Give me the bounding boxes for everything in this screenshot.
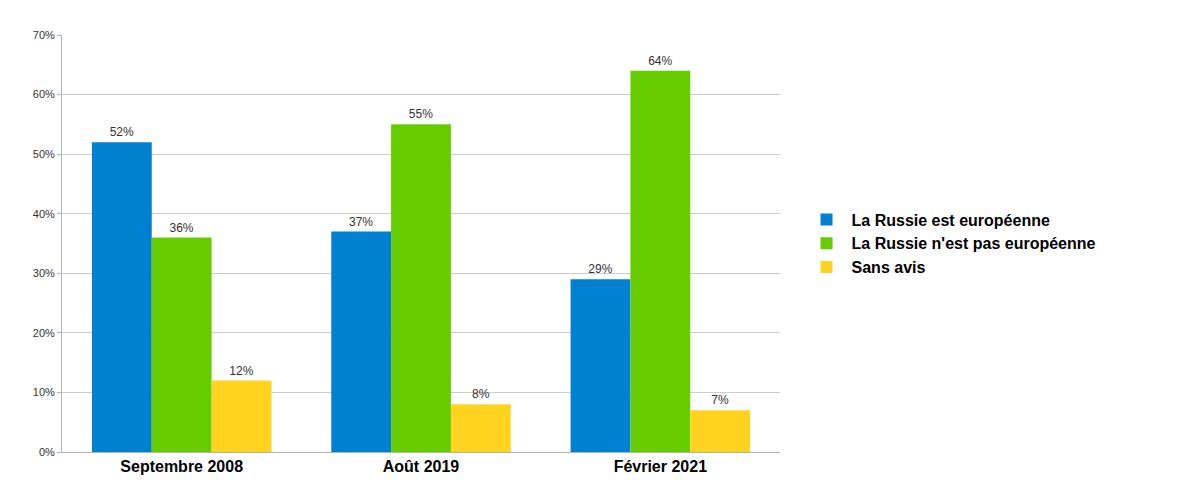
svg-text:La Russie est européenne: La Russie est européenne [852,212,1050,229]
svg-text:0%: 0% [39,446,55,458]
svg-text:La Russie n'est pas européenne: La Russie n'est pas européenne [852,235,1096,252]
svg-text:Février 2021: Février 2021 [614,458,708,475]
svg-text:30%: 30% [33,267,55,279]
svg-text:Août 2019: Août 2019 [383,458,460,475]
svg-text:37%: 37% [349,215,373,229]
svg-text:Septembre 2008: Septembre 2008 [120,458,243,475]
svg-text:60%: 60% [33,88,55,100]
svg-text:50%: 50% [33,148,55,160]
svg-text:7%: 7% [711,393,729,407]
svg-text:20%: 20% [33,327,55,339]
svg-text:10%: 10% [33,386,55,398]
svg-text:29%: 29% [588,262,612,276]
svg-text:Sans avis: Sans avis [852,259,926,276]
svg-text:12%: 12% [229,364,253,378]
svg-text:8%: 8% [472,387,490,401]
svg-text:40%: 40% [33,208,55,220]
svg-text:55%: 55% [409,107,433,121]
svg-text:36%: 36% [169,221,193,235]
svg-text:70%: 70% [33,29,55,41]
svg-text:64%: 64% [648,54,672,68]
svg-text:52%: 52% [110,125,134,139]
